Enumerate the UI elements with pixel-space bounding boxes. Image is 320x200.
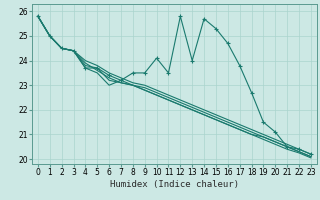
X-axis label: Humidex (Indice chaleur): Humidex (Indice chaleur) [110, 180, 239, 189]
